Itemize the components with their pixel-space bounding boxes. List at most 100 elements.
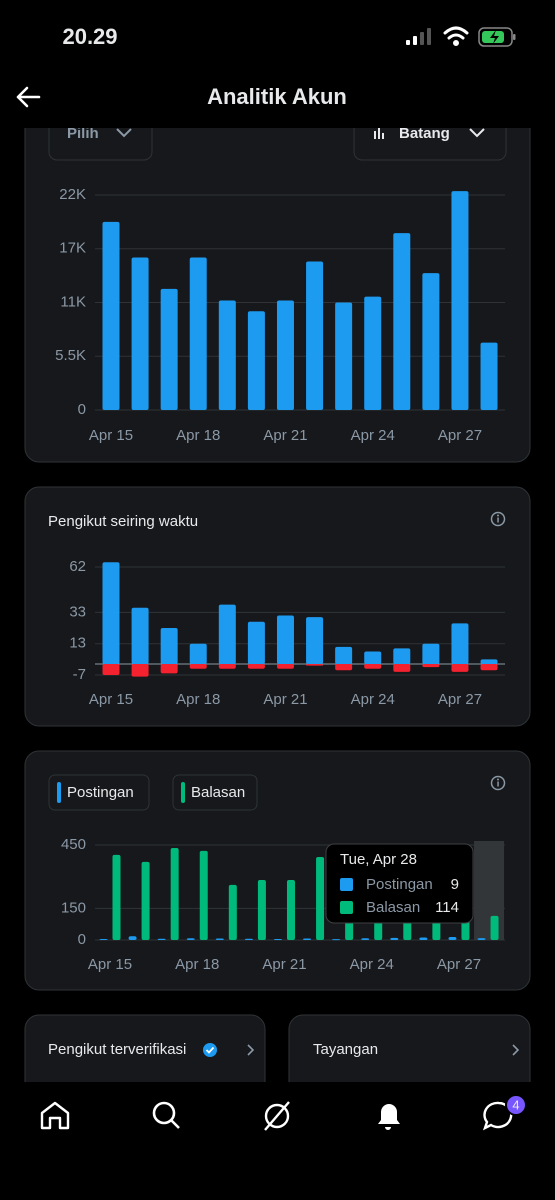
- bar: [316, 857, 325, 940]
- bar: [199, 850, 208, 940]
- legend-label: Postingan: [67, 784, 134, 801]
- bar: [422, 273, 440, 410]
- bar: [422, 643, 440, 665]
- chevron: [247, 1044, 255, 1056]
- y-tick-label: 0: [78, 401, 86, 418]
- bottom-nav: [0, 1082, 555, 1200]
- x-tick-label: Apr 24: [351, 427, 395, 444]
- bar: [451, 623, 469, 665]
- bar: [306, 261, 324, 410]
- bar: [160, 288, 178, 410]
- bar: [364, 296, 382, 410]
- tooltip-label: Postingan: [366, 876, 433, 893]
- bar: [393, 648, 411, 665]
- x-tick-label: Apr 24: [350, 956, 394, 973]
- plots: 0 5.5K 11K 17K 22K Apr 15 Apr 18 Apr 21 Apr 24 Ap…: [55, 186, 505, 973]
- bar: [306, 617, 324, 665]
- bar: [102, 664, 120, 675]
- bar: [361, 938, 370, 940]
- bar: [215, 938, 224, 940]
- bar: [128, 936, 137, 940]
- bar: [160, 628, 178, 665]
- notifications-tab[interactable]: [378, 1104, 400, 1130]
- x-tick-label: Apr 18: [176, 691, 220, 708]
- y-tick-label: 13: [69, 635, 86, 652]
- info-icon[interactable]: [490, 775, 506, 791]
- x-tick-label: Apr 21: [263, 691, 307, 708]
- badge-count: 4: [512, 1097, 519, 1112]
- info-icon[interactable]: [490, 511, 506, 527]
- bar: [218, 664, 236, 669]
- battery-icon: [478, 27, 516, 47]
- bar: [247, 621, 265, 665]
- grok-tab[interactable]: [264, 1101, 290, 1131]
- bar: [477, 938, 486, 940]
- tooltip-box: [325, 843, 474, 924]
- y-tick-label: 5.5K: [55, 347, 86, 364]
- page-title: Analitik Akun: [207, 84, 347, 109]
- y-tick-label: 0: [78, 931, 86, 948]
- x-tick-label: Apr 15: [88, 956, 132, 973]
- hover-column: [474, 841, 505, 940]
- back-button[interactable]: [16, 86, 41, 108]
- bar: [419, 937, 428, 940]
- chevron: [116, 128, 132, 138]
- bar: [448, 937, 457, 940]
- bar: [102, 221, 120, 410]
- bar: [131, 257, 149, 410]
- bar: [157, 938, 166, 940]
- chevron: [469, 128, 485, 138]
- bar: [273, 938, 282, 940]
- x-tick-label: Apr 24: [351, 691, 395, 708]
- dropdown-label: Pilih: [67, 125, 99, 142]
- legend-label: Balasan: [191, 784, 245, 801]
- legend-item[interactable]: [172, 774, 258, 811]
- bar: [335, 664, 353, 671]
- tooltip-swatch: [340, 901, 353, 914]
- tooltip-value: 114: [435, 899, 459, 916]
- bar: [390, 937, 399, 940]
- bar: [393, 233, 411, 410]
- home-tab[interactable]: [40, 1101, 70, 1130]
- bar: [247, 664, 265, 669]
- x-tick-label: Apr 27: [438, 427, 482, 444]
- bar: [480, 659, 498, 665]
- dropdown-label: Batang: [399, 125, 450, 142]
- y-tick-label: 62: [69, 558, 86, 575]
- badge: [505, 1094, 527, 1116]
- card-title: Tayangan: [313, 1041, 378, 1058]
- bar: [218, 604, 236, 665]
- bar: [257, 880, 266, 940]
- tooltip-swatch: [340, 878, 353, 891]
- tooltip: Tue, Apr 28 Postingan 9 Balasan 114: [325, 843, 474, 924]
- x-tick-label: Apr 21: [262, 956, 306, 973]
- header: [0, 0, 555, 128]
- bar: [218, 300, 236, 410]
- card-title: Pengikut terverifikasi: [48, 1041, 186, 1058]
- y-tick-label: 33: [69, 603, 86, 620]
- bar: [112, 854, 121, 940]
- bar: [102, 562, 120, 665]
- bar: [276, 300, 294, 410]
- tooltip-title: Tue, Apr 28: [340, 851, 417, 868]
- bar: [393, 664, 411, 672]
- bar: [131, 664, 149, 677]
- search-tab[interactable]: [152, 1101, 180, 1129]
- chevron: [512, 1044, 520, 1056]
- bar: [286, 880, 295, 940]
- legend-item[interactable]: [48, 774, 150, 811]
- x-tick-label: Apr 27: [438, 691, 482, 708]
- bar: [228, 884, 237, 940]
- bar: [276, 664, 294, 669]
- bar: [335, 302, 353, 410]
- status-time: 20.29: [62, 24, 117, 49]
- bar: [332, 939, 341, 941]
- bar: [189, 643, 207, 665]
- check: [205, 1046, 215, 1054]
- x-tick-label: Apr 18: [175, 956, 219, 973]
- bar: [131, 607, 149, 665]
- legend-swatch: [181, 782, 185, 803]
- bar: [480, 664, 498, 671]
- y-tick-label: 17K: [59, 240, 86, 257]
